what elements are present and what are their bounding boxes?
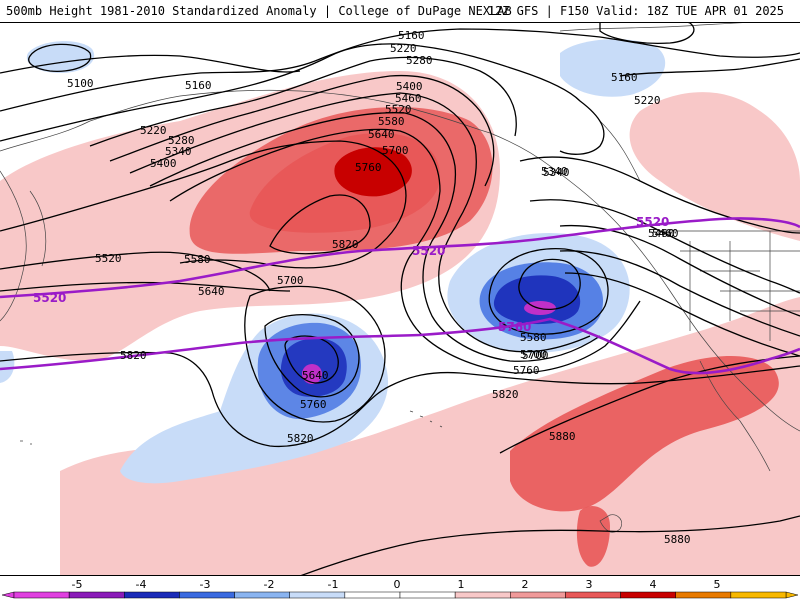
- colorbar-swatch: [124, 591, 180, 599]
- positive-anomaly-southeast: [60, 297, 800, 575]
- contour-label: 5160: [398, 29, 425, 42]
- colorbar-tick-label: 2: [522, 578, 529, 591]
- colorbar-swatch: [675, 591, 732, 599]
- colorbar-swatch: [289, 591, 346, 599]
- colorbar-swatch: [234, 591, 290, 599]
- contour-label: 5160: [611, 71, 638, 84]
- colorbar-tick-label: 1: [458, 578, 465, 591]
- positive-anomaly-core-inner: [334, 147, 412, 197]
- colorbar-arrow-right: [785, 591, 799, 599]
- negative-anomaly-north-right: [560, 39, 666, 97]
- colorbar-tick-label: 0: [394, 578, 401, 591]
- colorbar-swatch: [454, 591, 511, 599]
- colorbar-swatch: [620, 591, 676, 599]
- colorbar-tick-label: -3: [200, 578, 211, 591]
- contour-label: 5880: [549, 430, 576, 443]
- map-header: 500mb Height 1981-2010 Standardized Anom…: [0, 0, 800, 22]
- contour-label: 5640: [368, 128, 395, 141]
- colorbar-swatch: [730, 591, 787, 599]
- contour-label: 5820: [120, 349, 147, 362]
- colorbar-tick-label: -1: [328, 578, 339, 591]
- contour-label: 5340: [541, 165, 568, 178]
- contour-label: 5340: [165, 145, 192, 158]
- contour-label: 5760: [513, 364, 540, 377]
- colorbar-tick-label: 4: [650, 578, 657, 591]
- colorbar-tick-label: 3: [586, 578, 593, 591]
- colorbar-swatch: [13, 591, 70, 599]
- contour-label: 5640: [198, 285, 225, 298]
- colorbar-swatch: [510, 591, 566, 599]
- contour-label: 5580: [184, 253, 211, 266]
- anomaly-shading: [0, 39, 800, 575]
- contour-label: 5820: [332, 238, 359, 251]
- positive-anomaly-southeast-core: [510, 356, 779, 512]
- positive-anomaly-north-right: [629, 92, 800, 241]
- anomaly-map: 5100 5160 5160 5220 5220 5280 5340 5400 …: [0, 23, 800, 575]
- contour-label: 5820: [492, 388, 519, 401]
- highlight-contour-label: 5520: [636, 215, 669, 229]
- contour-label: 5580: [378, 115, 405, 128]
- height-contours: [0, 23, 800, 575]
- contour-label: 5220: [140, 124, 167, 137]
- contour-label: 5520: [95, 252, 122, 265]
- contour-label: 5220: [634, 94, 661, 107]
- contour-label: 5520: [385, 103, 412, 116]
- contour-label: 5220: [390, 42, 417, 55]
- contour-label: 5460: [652, 227, 679, 240]
- map-panel[interactable]: 5100 5160 5160 5220 5220 5280 5340 5400 …: [0, 22, 800, 576]
- contour-label: 5760: [355, 161, 382, 174]
- colorbar-labels: -5 -4 -3 -2 -1 0 1 2 3 4 5: [72, 578, 721, 591]
- contour-label: 5460: [395, 92, 422, 105]
- contour-label: 5760: [300, 398, 327, 411]
- contour-label: 5280: [168, 134, 195, 147]
- contour-label: 5160: [185, 79, 212, 92]
- contour-label: 5400: [396, 80, 423, 93]
- contour-label: 5100: [67, 77, 94, 90]
- contour-label: 5580: [520, 331, 547, 344]
- contour-label: 5820: [287, 432, 314, 445]
- colorbar-swatch: [179, 591, 235, 599]
- contour-label: 5700: [382, 144, 409, 157]
- contour-label: 5700: [520, 348, 547, 361]
- contour-label: 5880: [664, 533, 691, 546]
- contour-label: 5640: [302, 369, 329, 382]
- colorbar-arrow-left: [1, 591, 15, 599]
- model-run-info: 12Z GFS | F150 Valid: 18Z TUE APR 01 202…: [487, 4, 784, 18]
- highlight-contour-label: 5520: [33, 291, 66, 305]
- highlight-contour-label: 5520: [412, 244, 445, 258]
- positive-anomaly-southeast-small: [576, 506, 610, 567]
- negative-anomaly-core-west-inner: [302, 364, 322, 384]
- colorbar-legend: -5 -4 -3 -2 -1 0 1 2 3 4 5: [0, 576, 800, 600]
- contour-label: 5700: [522, 349, 549, 362]
- contour-label: 5340: [543, 166, 570, 179]
- highlight-contour-label: 5760: [498, 320, 531, 334]
- negative-anomaly-core-east-mid: [493, 275, 581, 325]
- colorbar-swatch: [565, 591, 621, 599]
- coastlines: [0, 23, 800, 533]
- negative-anomaly-left-edge: [0, 351, 15, 383]
- colorbar-swatch: [68, 591, 125, 599]
- colorbar-swatch: [399, 591, 456, 599]
- contour-labels: 5100 5160 5160 5220 5220 5280 5340 5400 …: [33, 29, 691, 546]
- colorbar-tick-label: -5: [72, 578, 83, 591]
- contour-label: 5280: [406, 54, 433, 67]
- contour-label: 5400: [150, 157, 177, 170]
- colorbar-tick-label: 5: [714, 578, 721, 591]
- colorbar-swatch: [344, 591, 401, 599]
- map-title: 500mb Height 1981-2010 Standardized Anom…: [6, 4, 512, 18]
- colorbar-tick-label: -4: [136, 578, 147, 591]
- colorbar-tick-label: -2: [264, 578, 275, 591]
- highlight-contours: [0, 217, 800, 375]
- contour-label: 5460: [648, 227, 675, 240]
- colorbar-swatches: [1, 591, 799, 599]
- contour-label: 5700: [277, 274, 304, 287]
- colorbar-svg: -5 -4 -3 -2 -1 0 1 2 3 4 5: [1, 578, 799, 599]
